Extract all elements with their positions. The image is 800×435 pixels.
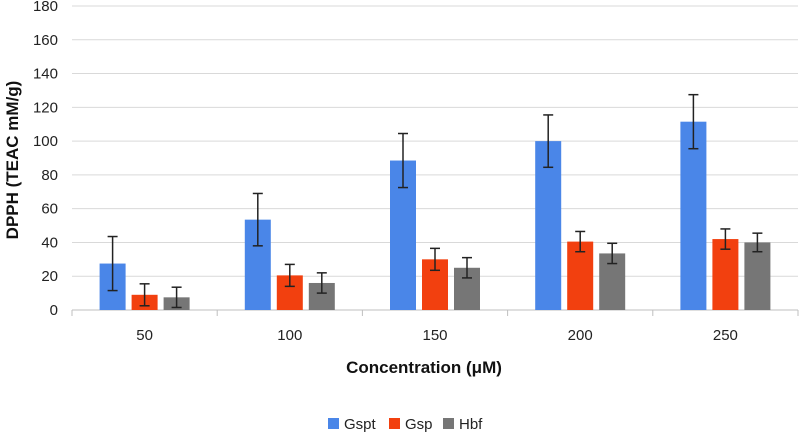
x-tick-label: 50: [136, 327, 153, 344]
x-tick-label: 200: [568, 327, 593, 344]
bars: [99, 121, 771, 310]
bar-gsp: [567, 241, 594, 310]
y-tick-label: 20: [41, 268, 58, 285]
legend-label-hbf: Hbf: [459, 416, 483, 433]
axes: [71, 309, 799, 316]
bar-gspt: [680, 121, 707, 310]
y-tick-label: 160: [33, 32, 58, 49]
legend-swatch-hbf: [443, 418, 454, 429]
x-axis-title: Concentration (μM): [346, 358, 502, 377]
legend-label-gspt: Gspt: [344, 416, 377, 433]
y-tick-label: 80: [41, 167, 58, 184]
tick-labels: 0 20 40 60 80 100 120 140 160 180 50 100 150 200 250: [33, 0, 738, 344]
gridlines: [72, 5, 798, 277]
legend-swatch-gspt: [328, 418, 339, 429]
y-axis-title: DPPH (TEAC mM/g): [3, 81, 22, 240]
y-tick-label: 40: [41, 234, 58, 251]
legend: Gspt Gsp Hbf: [328, 416, 483, 433]
bar-gspt: [535, 141, 562, 310]
error-bars: [107, 93, 763, 309]
x-tick-label: 100: [277, 327, 302, 344]
legend-label-gsp: Gsp: [405, 416, 433, 433]
y-tick-label: 60: [41, 201, 58, 218]
bar-hbf: [744, 242, 771, 310]
legend-swatch-gsp: [389, 418, 400, 429]
y-tick-label: 120: [33, 99, 58, 116]
y-tick-label: 100: [33, 133, 58, 150]
x-tick-label: 250: [713, 327, 738, 344]
y-tick-label: 140: [33, 66, 58, 83]
y-tick-label: 180: [33, 0, 58, 15]
x-tick-label: 150: [422, 327, 447, 344]
y-tick-label: 0: [50, 302, 58, 319]
bar-gsp: [712, 239, 739, 310]
